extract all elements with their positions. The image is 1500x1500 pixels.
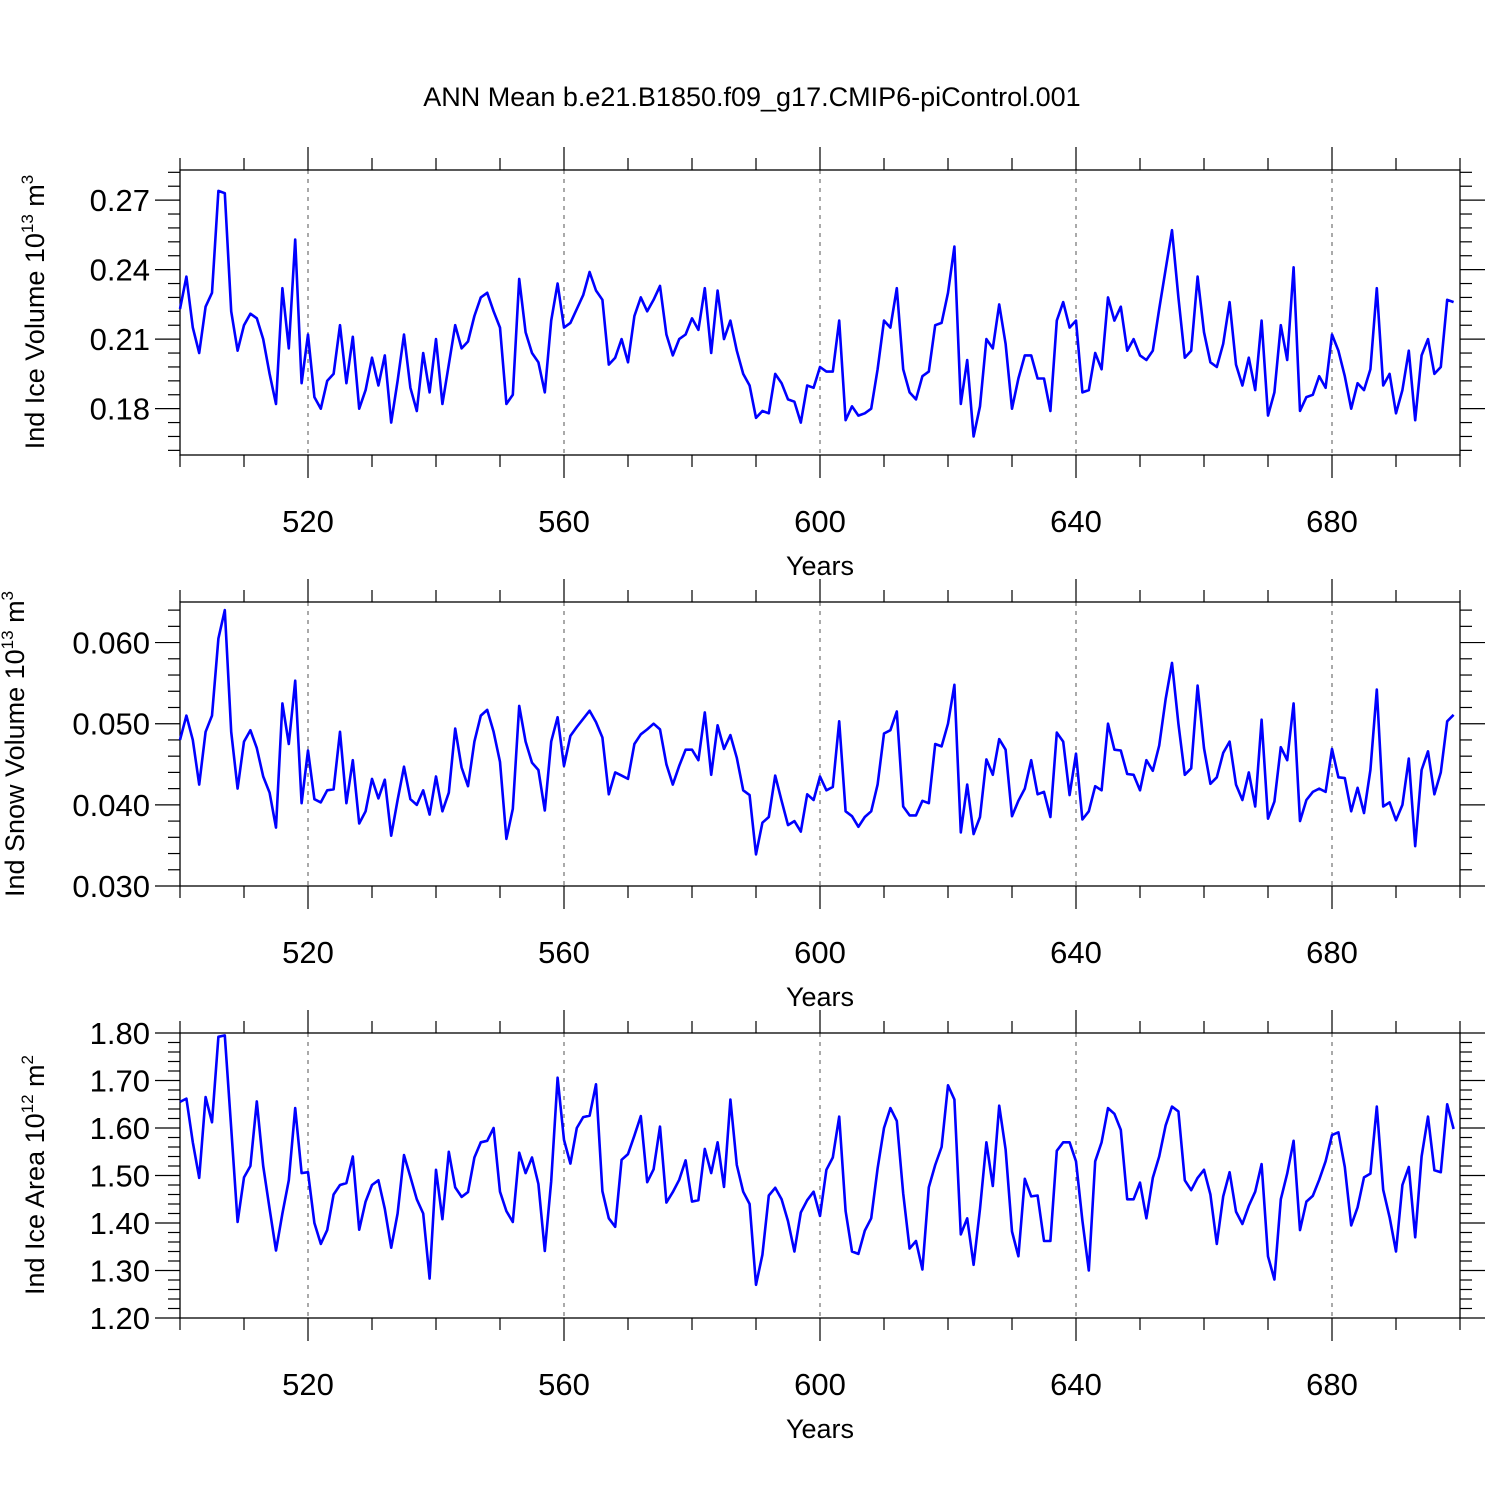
y-tick-label: 1.40 (90, 1206, 150, 1241)
x-axis-label: Years (786, 982, 854, 1012)
x-tick-label: 520 (282, 1367, 334, 1402)
y-axis-label-text: m (20, 184, 50, 214)
plot-frame (179, 601, 1461, 887)
y-axis-label: Ind Snow Volume 1013 m3 (0, 591, 30, 897)
plot-frame (179, 1032, 1461, 1319)
y-axis-label-superscript: 12 (18, 1094, 37, 1113)
y-axis-label-superscript: 13 (0, 630, 17, 649)
x-tick-label: 640 (1050, 504, 1102, 539)
figure-title: ANN Mean b.e21.B1850.f09_g17.CMIP6-piCon… (423, 82, 1080, 112)
y-axis-label-text: Ind Snow Volume 10 (0, 649, 30, 897)
x-tick-label: 560 (538, 504, 590, 539)
y-axis-label-superscript: 3 (0, 591, 17, 600)
y-axis-label: Ind Ice Area 1012 m2 (18, 1055, 50, 1295)
y-tick-label: 1.80 (90, 1016, 150, 1051)
y-axis-label-superscript: 13 (18, 214, 37, 233)
y-axis-label-text: m (0, 600, 30, 630)
series-line (178, 189, 1455, 438)
panel-3: 520 560 600 640 680 1.20 1.30 1.40 1.50 1.60 1.70 1… (18, 1010, 1485, 1444)
y-axis-label-text: m (20, 1064, 50, 1094)
x-tick-label: 600 (794, 1367, 846, 1402)
y-axis-label: Ind Ice Volume 1013 m3 (18, 175, 50, 450)
x-tick-label: 640 (1050, 1367, 1102, 1402)
y-tick-label: 0.050 (72, 707, 150, 742)
panel-2: 520 560 600 640 680 0.030 0.040 0.050 0.060 Years… (0, 579, 1485, 1012)
y-axis-label-superscript: 2 (18, 1055, 37, 1064)
x-tick-label: 560 (538, 1367, 590, 1402)
x-tick-label: 560 (538, 935, 590, 970)
x-tick-label: 520 (282, 504, 334, 539)
x-tick-label: 680 (1306, 504, 1358, 539)
x-axis-label: Years (786, 551, 854, 581)
y-tick-label: 1.70 (90, 1064, 150, 1099)
x-tick-label: 680 (1306, 1367, 1358, 1402)
y-tick-label: 0.24 (90, 253, 150, 288)
y-tick-label: 1.20 (90, 1301, 150, 1336)
y-tick-label: 1.60 (90, 1111, 150, 1146)
y-tick-label: 1.50 (90, 1159, 150, 1194)
y-tick-label: 0.060 (72, 626, 150, 661)
x-tick-label: 680 (1306, 935, 1358, 970)
y-axis-label-text: Ind Ice Area 10 (20, 1113, 50, 1295)
series-line (179, 1034, 1455, 1287)
y-axis-label-text: Ind Ice Volume 10 (20, 233, 50, 449)
x-tick-label: 640 (1050, 935, 1102, 970)
y-tick-label: 1.30 (90, 1254, 150, 1289)
y-tick-label: 0.21 (90, 322, 150, 357)
x-tick-label: 600 (794, 504, 846, 539)
y-tick-label: 0.040 (72, 788, 150, 823)
y-axis-label-superscript: 3 (18, 175, 37, 184)
x-axis-label: Years (786, 1414, 854, 1444)
panel-1: 520 560 600 640 680 0.18 0.21 0.24 0.27 Years Ind … (18, 147, 1485, 581)
x-tick-label: 520 (282, 935, 334, 970)
y-tick-label: 0.27 (90, 183, 150, 218)
y-tick-label: 0.18 (90, 392, 150, 427)
x-tick-label: 600 (794, 935, 846, 970)
series-line (178, 608, 1455, 856)
y-tick-label: 0.030 (72, 869, 150, 904)
